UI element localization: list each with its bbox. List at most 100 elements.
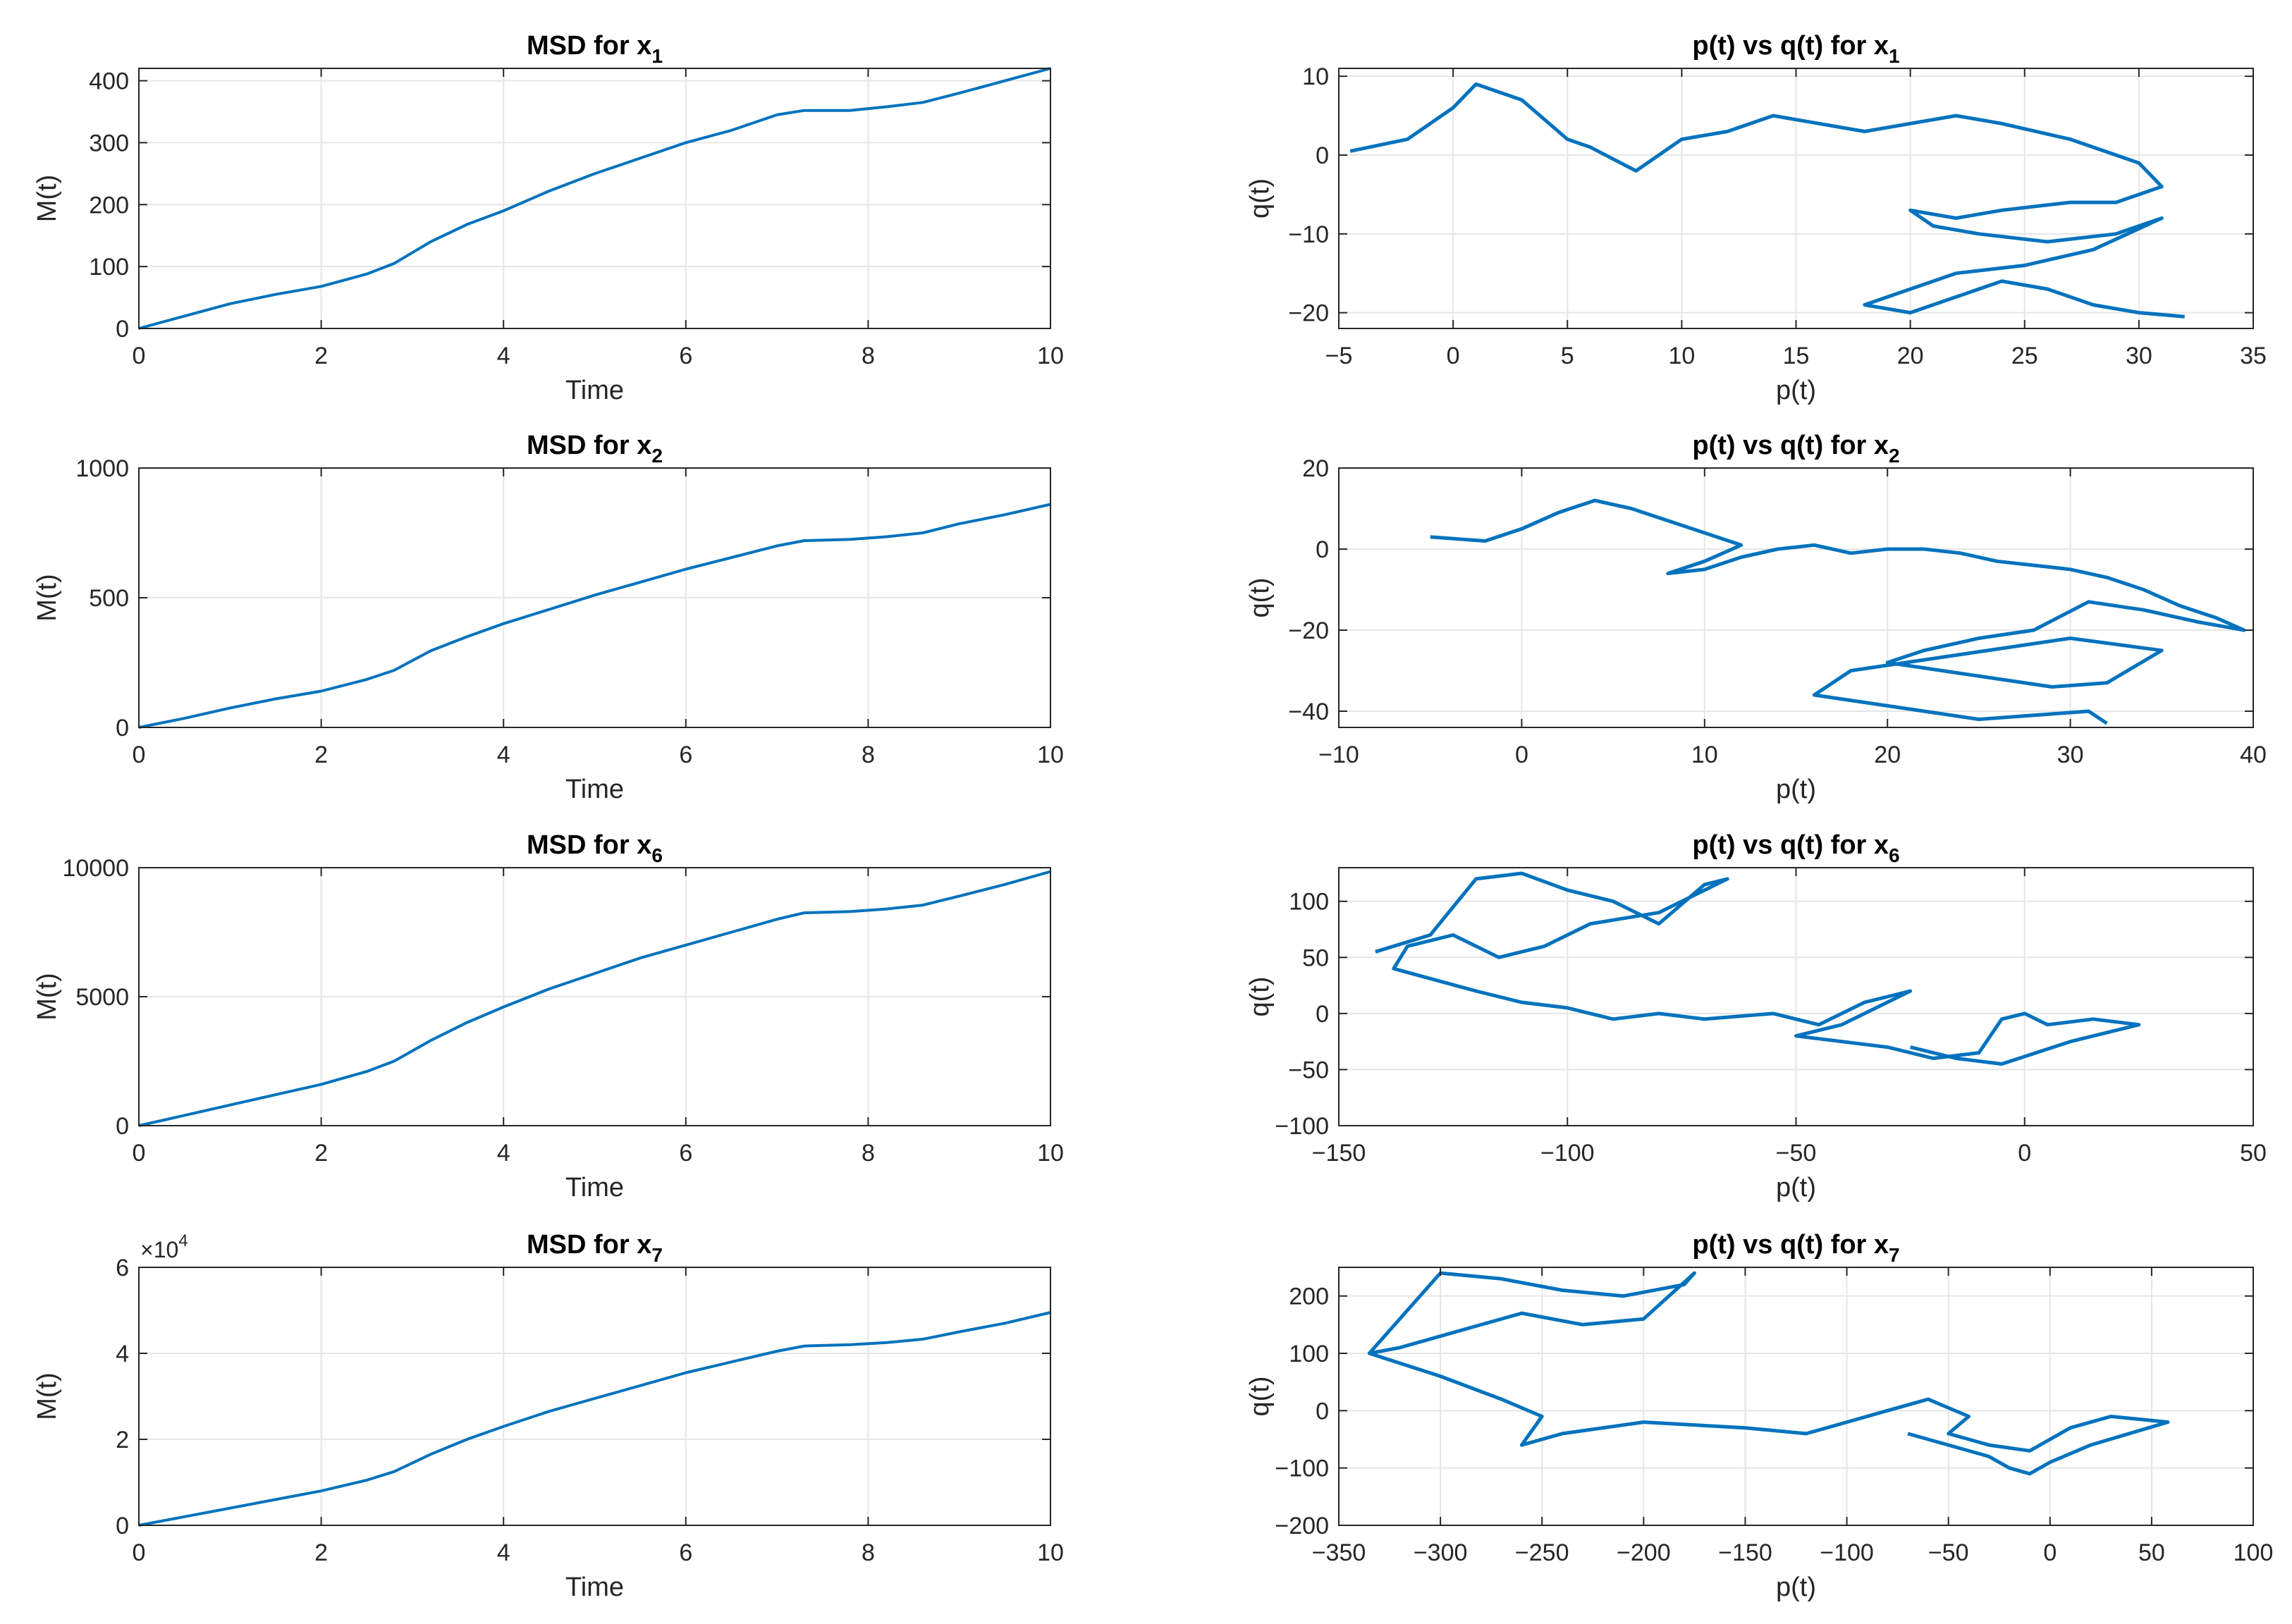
y-tick-label: 200 — [89, 192, 129, 219]
chart-title: MSD for x2 — [527, 431, 663, 467]
series-line-1 — [138, 503, 1051, 729]
x-tick-label: 15 — [1783, 343, 1810, 369]
x-tick-label: −10 — [1318, 742, 1359, 768]
axes-box — [138, 1267, 1051, 1526]
y-tick-label: −40 — [1288, 699, 1329, 725]
chart-title: MSD for x1 — [527, 31, 663, 67]
y-tick-label: 6 — [116, 1255, 129, 1281]
series-line-1 — [138, 870, 1051, 1127]
x-tick-label: −250 — [1515, 1539, 1569, 1566]
axes-box — [138, 68, 1051, 329]
y-tick-label: 0 — [116, 1513, 129, 1539]
x-tick-label: 4 — [497, 742, 510, 768]
y-tick-label: 0 — [116, 316, 129, 343]
x-tick-label: 50 — [2240, 1140, 2267, 1167]
y-tick-label: 1000 — [75, 455, 129, 482]
x-axis-label: Time — [565, 376, 624, 405]
x-axis-label: p(t) — [1776, 775, 1816, 804]
series-line-1 — [1367, 1271, 2170, 1476]
y-tick-label: 100 — [89, 254, 129, 281]
x-tick-label: 50 — [2138, 1539, 2165, 1566]
y-tick-label: 300 — [89, 130, 129, 156]
plot-area — [139, 68, 1050, 328]
plot-area — [1339, 468, 2253, 727]
x-tick-label: 4 — [497, 1539, 510, 1566]
y-axis-label: q(t) — [1245, 178, 1275, 219]
x-tick-label: 2 — [314, 1539, 328, 1566]
x-tick-label: 10 — [1668, 343, 1695, 369]
x-tick-label: 0 — [133, 343, 146, 369]
x-tick-label: 8 — [862, 1539, 875, 1566]
chart-title: p(t) vs q(t) for x1 — [1692, 31, 1899, 67]
x-tick-label: 0 — [2043, 1539, 2057, 1566]
series-line-1 — [1349, 82, 2185, 319]
y-tick-label: −20 — [1288, 300, 1329, 327]
x-tick-label: 2 — [314, 343, 328, 369]
x-tick-label: 10 — [1037, 1539, 1064, 1566]
x-tick-label: 0 — [133, 1140, 146, 1167]
y-tick-label: 0 — [1316, 142, 1329, 169]
x-tick-label: 6 — [679, 742, 692, 768]
y-axis-label: q(t) — [1245, 578, 1275, 618]
x-tick-label: 8 — [862, 742, 875, 768]
x-tick-label: 8 — [862, 1140, 875, 1167]
x-tick-label: −100 — [1820, 1539, 1874, 1566]
y-tick-label: −20 — [1288, 617, 1329, 644]
x-axis-label: p(t) — [1776, 1173, 1816, 1202]
x-tick-label: −150 — [1718, 1539, 1772, 1566]
x-tick-label: −200 — [1617, 1539, 1671, 1566]
x-tick-label: −50 — [1776, 1140, 1817, 1167]
y-axis-label: q(t) — [1245, 1377, 1275, 1417]
x-tick-label: −300 — [1414, 1539, 1468, 1566]
y-tick-label: 5000 — [75, 984, 129, 1011]
axes-box — [1338, 1267, 2254, 1526]
y-axis-label: M(t) — [32, 175, 62, 223]
y-tick-label: 0 — [116, 1113, 129, 1140]
x-tick-label: 10 — [1037, 343, 1064, 369]
x-tick-label: 6 — [679, 343, 692, 369]
series-line-1 — [138, 67, 1051, 330]
x-tick-label: 20 — [1897, 343, 1924, 369]
y-tick-label: 200 — [1289, 1284, 1329, 1310]
chart-title: p(t) vs q(t) for x6 — [1692, 830, 1899, 866]
chart-title: p(t) vs q(t) for x2 — [1692, 431, 1899, 467]
y-tick-label: 0 — [116, 715, 129, 742]
x-tick-label: 10 — [1037, 742, 1064, 768]
y-tick-label: 400 — [89, 68, 129, 95]
subplot-4: −10 0 10 20 30 40 −40 −20 0 20 p(t) vs q(t) for x2… — [1245, 431, 2267, 804]
y-tick-label: 4 — [116, 1341, 129, 1367]
subplot-3: 0 2 4 6 8 10 0 500 1000 MSD for x2 Time M(t) — [32, 431, 1064, 804]
y-tick-label: −10 — [1288, 221, 1329, 248]
x-tick-label: 4 — [497, 1140, 510, 1167]
subplot-8: −350 −300 −250 −200 −150 −100 −50 0 50 100 −200 −10… — [1245, 1230, 2273, 1602]
y-tick-label: 0 — [1316, 1001, 1329, 1028]
x-tick-label: 2 — [314, 742, 328, 768]
x-tick-label: 5 — [1561, 343, 1574, 369]
series-line-1 — [1430, 498, 2246, 725]
y-tick-label: 500 — [89, 585, 129, 612]
subplot-5: 0 2 4 6 8 10 0 5000 10000 MSD for x6 Time M(t) — [32, 830, 1064, 1202]
x-tick-label: 30 — [2057, 742, 2084, 768]
y-tick-label: 0 — [1316, 536, 1329, 563]
subplot-7: 0 2 4 6 8 10 0 2 4 6 ×104 MSD for x7 Time M(t) — [32, 1230, 1064, 1602]
plot-area — [139, 1267, 1050, 1525]
x-tick-label: 20 — [1874, 742, 1901, 768]
y-axis-label: M(t) — [32, 973, 62, 1021]
y-exponent-label: ×104 — [140, 1231, 188, 1262]
x-tick-label: −50 — [1928, 1539, 1969, 1566]
axes-box — [1338, 467, 2254, 728]
y-tick-label: 0 — [1316, 1398, 1329, 1425]
x-tick-label: 0 — [1515, 742, 1528, 768]
subplot-2: −5 0 5 10 15 20 25 30 35 −20 −10 0 10 p(t) vs q(t) fo… — [1245, 31, 2267, 405]
y-tick-label: −100 — [1275, 1113, 1329, 1140]
x-tick-label: 2 — [314, 1140, 328, 1167]
y-axis-label: M(t) — [32, 1372, 62, 1420]
y-tick-label: 10000 — [62, 855, 129, 882]
y-tick-label: −100 — [1275, 1456, 1329, 1482]
x-tick-label: −150 — [1312, 1140, 1366, 1167]
x-axis-label: Time — [565, 1173, 624, 1202]
series-line-1 — [138, 1311, 1051, 1527]
